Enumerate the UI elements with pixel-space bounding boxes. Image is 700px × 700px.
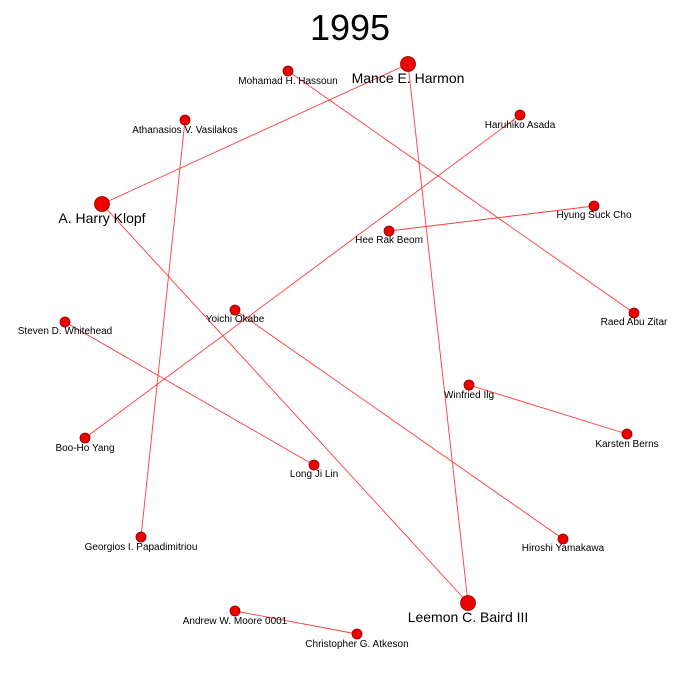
node-label-klopf: A. Harry Klopf [58, 210, 145, 226]
node-hassoun[interactable] [282, 65, 294, 77]
edge-cho-beom [388, 205, 595, 232]
node-label-ilg: Winfried Ilg [444, 390, 494, 401]
label-layer: Mance E. Harmon Mohamad H. Hassoun Athanas… [18, 70, 668, 650]
node-label-papadimitriou: Georgios I. Papadimitriou [85, 542, 198, 553]
node-layer [59, 56, 640, 640]
node-beom[interactable] [383, 225, 395, 237]
edge-whitehead-lin [64, 321, 315, 466]
node-whitehead[interactable] [59, 316, 71, 328]
node-label-yang: Boo-Ho Yang [55, 443, 114, 454]
node-moore[interactable] [229, 605, 241, 617]
node-label-beom: Hee Rak Beom [355, 235, 423, 246]
node-baird[interactable] [460, 595, 476, 611]
node-label-whitehead: Steven D. Whitehead [18, 326, 113, 337]
edge-layer [64, 63, 635, 635]
node-label-baird: Leemon C. Baird III [408, 609, 529, 625]
node-label-zitar: Raed Abu Zitar [601, 317, 668, 328]
edge-mance-klopf [101, 63, 409, 205]
edge-hassoun-zitar [287, 70, 635, 314]
node-okabe[interactable] [229, 304, 241, 316]
edge-asada-yang [84, 114, 521, 439]
edge-moore-atkeson [234, 610, 358, 635]
edge-okabe-yamakawa [234, 309, 564, 540]
node-atkeson[interactable] [351, 628, 363, 640]
node-label-yamakawa: Hiroshi Yamakawa [522, 543, 605, 554]
node-label-mance: Mance E. Harmon [352, 70, 465, 86]
node-vasilakos[interactable] [179, 114, 191, 126]
graph-title: 1995 [310, 7, 390, 48]
node-klopf[interactable] [94, 196, 110, 212]
node-berns[interactable] [621, 428, 633, 440]
node-label-moore: Andrew W. Moore 0001 [183, 616, 288, 627]
node-label-berns: Karsten Berns [595, 439, 658, 450]
node-label-hassoun: Mohamad H. Hassoun [238, 76, 338, 87]
node-cho[interactable] [588, 200, 600, 212]
node-label-asada: Haruhiko Asada [485, 120, 556, 131]
node-zitar[interactable] [628, 307, 640, 319]
edge-ilg-berns [468, 384, 628, 435]
node-papadimitriou[interactable] [135, 531, 147, 543]
node-yang[interactable] [79, 432, 91, 444]
node-lin[interactable] [308, 459, 320, 471]
node-label-vasilakos: Athanasios V. Vasilakos [132, 125, 238, 136]
edge-klopf-baird [101, 203, 469, 604]
node-yamakawa[interactable] [557, 533, 569, 545]
node-asada[interactable] [514, 109, 526, 121]
node-label-okabe: Yoichi Okabe [206, 314, 265, 325]
edge-mance-baird [407, 63, 469, 604]
node-label-lin: Long Ji Lin [290, 469, 338, 480]
node-label-cho: Hyung Suck Cho [556, 210, 631, 221]
node-label-atkeson: Christopher G. Atkeson [305, 639, 408, 650]
node-ilg[interactable] [463, 379, 475, 391]
edge-vasilakos-papadimitriou [140, 119, 186, 538]
node-mance[interactable] [400, 56, 416, 72]
